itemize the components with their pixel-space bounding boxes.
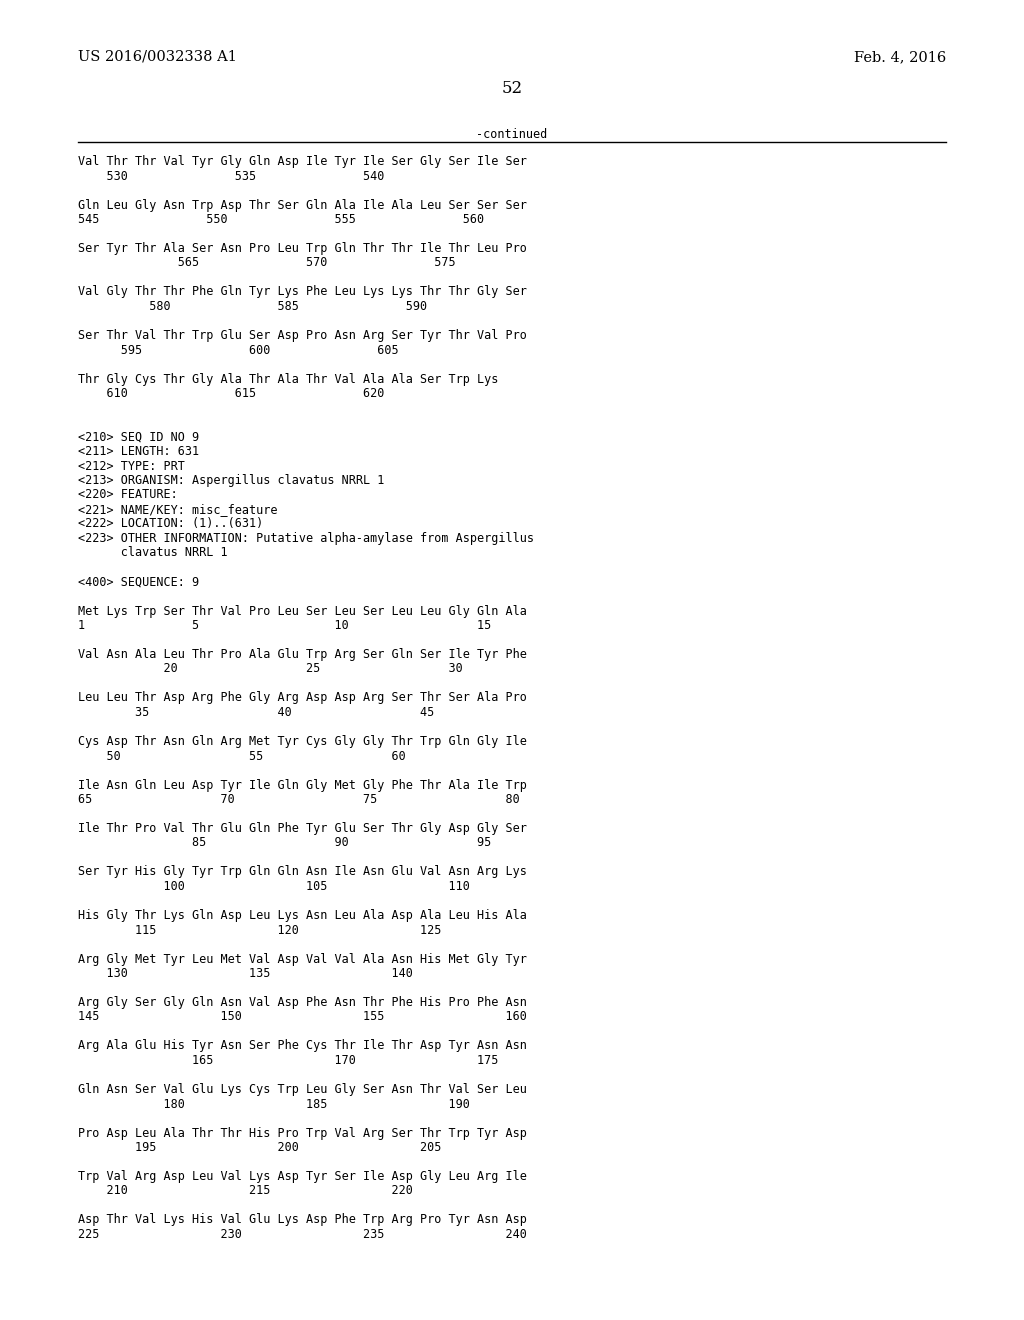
Text: 1               5                   10                  15: 1 5 10 15 [78,619,492,632]
Text: Feb. 4, 2016: Feb. 4, 2016 [854,50,946,63]
Text: Ile Asn Gln Leu Asp Tyr Ile Gln Gly Met Gly Phe Thr Ala Ile Trp: Ile Asn Gln Leu Asp Tyr Ile Gln Gly Met … [78,779,527,792]
Text: Met Lys Trp Ser Thr Val Pro Leu Ser Leu Ser Leu Leu Gly Gln Ala: Met Lys Trp Ser Thr Val Pro Leu Ser Leu … [78,605,527,618]
Text: 20                  25                  30: 20 25 30 [78,663,463,676]
Text: 180                 185                 190: 180 185 190 [78,1097,470,1110]
Text: Gln Leu Gly Asn Trp Asp Thr Ser Gln Ala Ile Ala Leu Ser Ser Ser: Gln Leu Gly Asn Trp Asp Thr Ser Gln Ala … [78,198,527,211]
Text: 100                 105                 110: 100 105 110 [78,880,470,894]
Text: Ile Thr Pro Val Thr Glu Gln Phe Tyr Glu Ser Thr Gly Asp Gly Ser: Ile Thr Pro Val Thr Glu Gln Phe Tyr Glu … [78,822,527,836]
Text: Asp Thr Val Lys His Val Glu Lys Asp Phe Trp Arg Pro Tyr Asn Asp: Asp Thr Val Lys His Val Glu Lys Asp Phe … [78,1213,527,1226]
Text: <210> SEQ ID NO 9: <210> SEQ ID NO 9 [78,430,199,444]
Text: Gln Asn Ser Val Glu Lys Cys Trp Leu Gly Ser Asn Thr Val Ser Leu: Gln Asn Ser Val Glu Lys Cys Trp Leu Gly … [78,1082,527,1096]
Text: Val Gly Thr Thr Phe Gln Tyr Lys Phe Leu Lys Lys Thr Thr Gly Ser: Val Gly Thr Thr Phe Gln Tyr Lys Phe Leu … [78,285,527,298]
Text: Ser Tyr Thr Ala Ser Asn Pro Leu Trp Gln Thr Thr Ile Thr Leu Pro: Ser Tyr Thr Ala Ser Asn Pro Leu Trp Gln … [78,242,527,255]
Text: 115                 120                 125: 115 120 125 [78,924,441,936]
Text: Leu Leu Thr Asp Arg Phe Gly Arg Asp Asp Arg Ser Thr Ser Ala Pro: Leu Leu Thr Asp Arg Phe Gly Arg Asp Asp … [78,692,527,705]
Text: 50                  55                  60: 50 55 60 [78,750,406,763]
Text: <223> OTHER INFORMATION: Putative alpha-amylase from Aspergillus: <223> OTHER INFORMATION: Putative alpha-… [78,532,534,545]
Text: 85                  90                  95: 85 90 95 [78,837,492,850]
Text: <400> SEQUENCE: 9: <400> SEQUENCE: 9 [78,576,199,589]
Text: US 2016/0032338 A1: US 2016/0032338 A1 [78,50,237,63]
Text: 52: 52 [502,81,522,96]
Text: His Gly Thr Lys Gln Asp Leu Lys Asn Leu Ala Asp Ala Leu His Ala: His Gly Thr Lys Gln Asp Leu Lys Asn Leu … [78,909,527,921]
Text: 225                 230                 235                 240: 225 230 235 240 [78,1228,527,1241]
Text: 145                 150                 155                 160: 145 150 155 160 [78,1011,527,1023]
Text: clavatus NRRL 1: clavatus NRRL 1 [78,546,227,560]
Text: <213> ORGANISM: Aspergillus clavatus NRRL 1: <213> ORGANISM: Aspergillus clavatus NRR… [78,474,384,487]
Text: <212> TYPE: PRT: <212> TYPE: PRT [78,459,185,473]
Text: Val Thr Thr Val Tyr Gly Gln Asp Ile Tyr Ile Ser Gly Ser Ile Ser: Val Thr Thr Val Tyr Gly Gln Asp Ile Tyr … [78,154,527,168]
Text: 35                  40                  45: 35 40 45 [78,706,434,719]
Text: 565               570               575: 565 570 575 [78,256,456,269]
Text: 195                 200                 205: 195 200 205 [78,1140,441,1154]
Text: <211> LENGTH: 631: <211> LENGTH: 631 [78,445,199,458]
Text: <221> NAME/KEY: misc_feature: <221> NAME/KEY: misc_feature [78,503,278,516]
Text: 165                 170                 175: 165 170 175 [78,1053,499,1067]
Text: 580               585               590: 580 585 590 [78,300,427,313]
Text: -continued: -continued [476,128,548,141]
Text: 595               600               605: 595 600 605 [78,343,398,356]
Text: Cys Asp Thr Asn Gln Arg Met Tyr Cys Gly Gly Thr Trp Gln Gly Ile: Cys Asp Thr Asn Gln Arg Met Tyr Cys Gly … [78,735,527,748]
Text: Thr Gly Cys Thr Gly Ala Thr Ala Thr Val Ala Ala Ser Trp Lys: Thr Gly Cys Thr Gly Ala Thr Ala Thr Val … [78,372,499,385]
Text: 130                 135                 140: 130 135 140 [78,968,413,979]
Text: Ser Tyr His Gly Tyr Trp Gln Gln Asn Ile Asn Glu Val Asn Arg Lys: Ser Tyr His Gly Tyr Trp Gln Gln Asn Ile … [78,866,527,879]
Text: Val Asn Ala Leu Thr Pro Ala Glu Trp Arg Ser Gln Ser Ile Tyr Phe: Val Asn Ala Leu Thr Pro Ala Glu Trp Arg … [78,648,527,661]
Text: 530               535               540: 530 535 540 [78,169,384,182]
Text: Trp Val Arg Asp Leu Val Lys Asp Tyr Ser Ile Asp Gly Leu Arg Ile: Trp Val Arg Asp Leu Val Lys Asp Tyr Ser … [78,1170,527,1183]
Text: 210                 215                 220: 210 215 220 [78,1184,413,1197]
Text: Ser Thr Val Thr Trp Glu Ser Asp Pro Asn Arg Ser Tyr Thr Val Pro: Ser Thr Val Thr Trp Glu Ser Asp Pro Asn … [78,329,527,342]
Text: Pro Asp Leu Ala Thr Thr His Pro Trp Val Arg Ser Thr Trp Tyr Asp: Pro Asp Leu Ala Thr Thr His Pro Trp Val … [78,1126,527,1139]
Text: Arg Ala Glu His Tyr Asn Ser Phe Cys Thr Ile Thr Asp Tyr Asn Asn: Arg Ala Glu His Tyr Asn Ser Phe Cys Thr … [78,1040,527,1052]
Text: <220> FEATURE:: <220> FEATURE: [78,488,178,502]
Text: Arg Gly Ser Gly Gln Asn Val Asp Phe Asn Thr Phe His Pro Phe Asn: Arg Gly Ser Gly Gln Asn Val Asp Phe Asn … [78,997,527,1008]
Text: 545               550               555               560: 545 550 555 560 [78,213,484,226]
Text: 65                  70                  75                  80: 65 70 75 80 [78,793,520,807]
Text: <222> LOCATION: (1)..(631): <222> LOCATION: (1)..(631) [78,517,263,531]
Text: Arg Gly Met Tyr Leu Met Val Asp Val Val Ala Asn His Met Gly Tyr: Arg Gly Met Tyr Leu Met Val Asp Val Val … [78,953,527,965]
Text: 610               615               620: 610 615 620 [78,387,384,400]
